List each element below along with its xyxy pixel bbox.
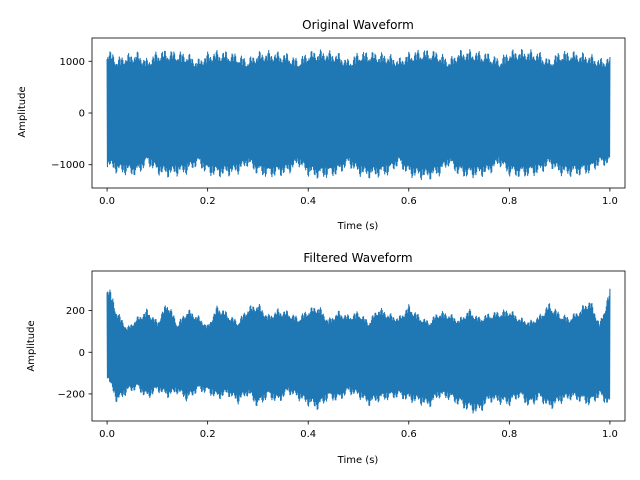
filtered-waveform-x-tick-label: 1.0 bbox=[602, 429, 618, 440]
filtered-waveform-y-tick-label: 200 bbox=[66, 306, 85, 317]
filtered-waveform-y-ticks: −200 0 200 bbox=[58, 306, 92, 400]
filtered-waveform-axes: Filtered Waveform Time (s) Amplitude 0.0… bbox=[26, 251, 626, 466]
original-waveform-y-tick-label: −1000 bbox=[51, 160, 85, 171]
filtered-waveform-plot-area bbox=[106, 288, 611, 414]
filtered-waveform-ylabel: Amplitude bbox=[26, 320, 37, 371]
filtered-waveform-x-tick-label: 0.0 bbox=[99, 429, 115, 440]
filtered-waveform-title: Filtered Waveform bbox=[303, 251, 412, 265]
filtered-waveform-x-tick-label: 0.4 bbox=[300, 429, 316, 440]
filtered-waveform-xlabel: Time (s) bbox=[337, 455, 379, 466]
original-waveform-plot-area bbox=[106, 48, 611, 181]
filtered-waveform-x-tick-label: 0.8 bbox=[501, 429, 517, 440]
original-waveform-x-tick-label: 0.0 bbox=[99, 196, 115, 207]
original-waveform-x-tick-label: 0.4 bbox=[300, 196, 316, 207]
filtered-waveform-x-ticks: 0.0 0.2 0.4 0.6 0.8 1.0 bbox=[99, 421, 618, 440]
filtered-waveform-series-line bbox=[106, 288, 611, 414]
filtered-waveform-x-tick-label: 0.2 bbox=[200, 429, 216, 440]
original-waveform-ylabel: Amplitude bbox=[17, 86, 28, 137]
original-waveform-y-tick-label: 1000 bbox=[60, 57, 85, 68]
original-waveform-x-tick-label: 0.8 bbox=[501, 196, 517, 207]
original-waveform-x-ticks: 0.0 0.2 0.4 0.6 0.8 1.0 bbox=[99, 188, 618, 207]
original-waveform-series-line bbox=[106, 48, 611, 181]
original-waveform-axes: Original Waveform Time (s) Amplitude 0.0… bbox=[17, 18, 626, 232]
original-waveform-xlabel: Time (s) bbox=[337, 221, 379, 232]
original-waveform-x-tick-label: 1.0 bbox=[602, 196, 618, 207]
filtered-waveform-y-tick-label: −200 bbox=[58, 389, 85, 400]
original-waveform-title: Original Waveform bbox=[302, 18, 414, 32]
original-waveform-y-tick-label: 0 bbox=[79, 109, 85, 120]
filtered-waveform-y-tick-label: 0 bbox=[79, 348, 85, 359]
filtered-waveform-frame bbox=[91, 270, 626, 422]
original-waveform-x-tick-label: 0.6 bbox=[401, 196, 417, 207]
original-waveform-y-ticks: −1000 0 1000 bbox=[51, 57, 92, 171]
original-waveform-x-tick-label: 0.2 bbox=[200, 196, 216, 207]
original-waveform-frame bbox=[91, 37, 626, 189]
filtered-waveform-x-tick-label: 0.6 bbox=[401, 429, 417, 440]
